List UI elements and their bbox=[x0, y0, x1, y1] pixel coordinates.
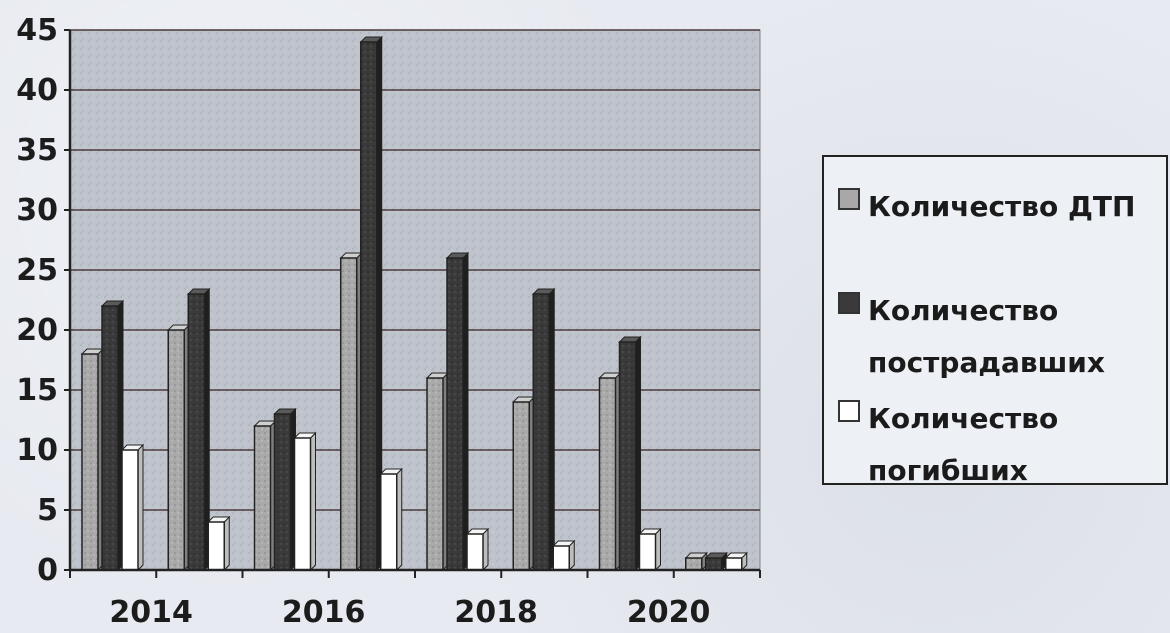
bar-front bbox=[705, 557, 723, 571]
y-tick-label: 25 bbox=[16, 253, 58, 288]
bar-front bbox=[187, 293, 205, 571]
legend-item-injured: Количество пострадавших bbox=[838, 285, 1158, 389]
y-tick-label: 45 bbox=[16, 13, 58, 48]
bar-front bbox=[167, 329, 185, 571]
x-tick-label: 2014 bbox=[109, 595, 193, 630]
bar bbox=[167, 323, 191, 572]
bar bbox=[100, 299, 125, 572]
bar-front bbox=[121, 449, 139, 571]
legend-item-accidents: Количество ДТП bbox=[838, 181, 1158, 233]
bar bbox=[465, 527, 490, 572]
bar-front bbox=[446, 257, 464, 571]
bar-front bbox=[685, 557, 703, 571]
bars-group bbox=[80, 35, 748, 572]
legend-label-injured: Количество пострадавших bbox=[868, 294, 1105, 379]
x-axis-ticks: 2014 2016 2018 2020 bbox=[69, 570, 761, 630]
x-tick-label: 2016 bbox=[282, 595, 366, 630]
bar-front bbox=[340, 257, 358, 571]
legend-swatch-killed bbox=[838, 400, 860, 422]
bar bbox=[425, 371, 450, 572]
legend-label-accidents: Количество ДТП bbox=[868, 190, 1136, 223]
bar bbox=[359, 35, 383, 572]
bar bbox=[80, 347, 105, 572]
bar-front bbox=[253, 425, 272, 571]
bar bbox=[598, 371, 622, 572]
bar bbox=[552, 539, 576, 572]
y-tick-label: 30 bbox=[16, 193, 58, 228]
bar bbox=[445, 251, 470, 572]
y-tick-label: 20 bbox=[16, 313, 58, 348]
bar bbox=[532, 287, 556, 572]
bar-front bbox=[101, 305, 119, 571]
bar bbox=[253, 419, 277, 572]
bar-front bbox=[426, 377, 444, 571]
bar bbox=[187, 287, 211, 572]
bar bbox=[512, 395, 536, 572]
y-tick-label: 40 bbox=[16, 73, 58, 108]
bar bbox=[638, 527, 662, 572]
bar bbox=[293, 431, 317, 572]
bar-front bbox=[81, 353, 99, 571]
legend-swatch-accidents bbox=[838, 188, 860, 210]
bar-front bbox=[532, 293, 550, 571]
legend-item-killed: Количество погибших bbox=[838, 393, 1158, 497]
legend: Количество ДТП Количество пострадавших К… bbox=[822, 155, 1168, 487]
y-tick-label: 35 bbox=[16, 133, 58, 168]
bar bbox=[684, 551, 708, 572]
bar-front bbox=[618, 341, 637, 571]
y-tick-label: 10 bbox=[16, 433, 58, 468]
bar-front bbox=[293, 437, 312, 571]
y-tick-label: 0 bbox=[37, 553, 58, 588]
bar bbox=[704, 551, 728, 572]
y-axis-ticks: 0 5 10 15 20 25 30 35 40 45 bbox=[16, 13, 70, 588]
bar bbox=[724, 551, 748, 572]
legend-label-killed: Количество погибших bbox=[868, 402, 1059, 487]
bar bbox=[273, 407, 297, 572]
bar-front bbox=[638, 533, 657, 571]
bar bbox=[379, 467, 403, 572]
y-tick-label: 5 bbox=[37, 493, 58, 528]
legend-swatch-injured bbox=[838, 292, 860, 314]
bar bbox=[120, 443, 145, 572]
bar-front bbox=[725, 557, 743, 571]
bar bbox=[207, 515, 231, 572]
bar-front bbox=[512, 401, 530, 571]
bar bbox=[339, 251, 363, 572]
bar-front bbox=[598, 377, 617, 571]
y-tick-label: 15 bbox=[16, 373, 58, 408]
x-tick-label: 2018 bbox=[454, 595, 538, 630]
bar-front bbox=[380, 473, 398, 571]
bar bbox=[618, 335, 642, 572]
bar-front bbox=[360, 41, 378, 571]
bar-front bbox=[552, 545, 570, 571]
bar-front bbox=[207, 521, 225, 571]
bar-front bbox=[466, 533, 484, 571]
bar-front bbox=[273, 413, 292, 571]
x-tick-label: 2020 bbox=[627, 595, 711, 630]
